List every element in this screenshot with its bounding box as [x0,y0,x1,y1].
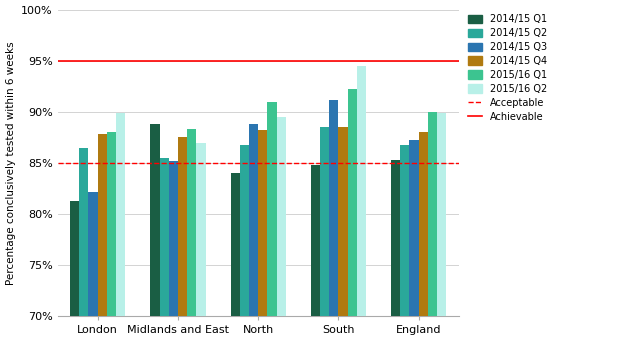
Bar [178,137,187,341]
Bar [320,127,329,341]
Bar [98,134,107,341]
Bar [116,113,125,341]
Bar [169,161,178,341]
Bar [197,143,206,341]
Y-axis label: Percentage conclusively tested within 6 weeks: Percentage conclusively tested within 6 … [6,41,16,285]
Bar [79,148,89,341]
Achievable [174,59,182,63]
Bar [89,192,98,341]
Bar [311,165,320,341]
Bar [437,113,446,341]
Bar [150,124,159,341]
Bar [339,127,348,341]
Bar [428,112,437,341]
Bar [249,124,258,341]
Bar [159,158,169,341]
Acceptable [174,161,182,165]
Legend: 2014/15 Q1, 2014/15 Q2, 2014/15 Q3, 2014/15 Q4, 2015/16 Q1, 2015/16 Q2, Acceptab: 2014/15 Q1, 2014/15 Q2, 2014/15 Q3, 2014… [467,14,547,122]
Bar [329,100,339,341]
Bar [240,145,249,341]
Achievable [94,59,102,63]
Bar [231,173,240,341]
Bar [391,160,401,341]
Bar [187,129,197,341]
Bar [277,117,286,341]
Bar [357,66,366,341]
Bar [409,140,419,341]
Bar [418,132,428,341]
Bar [70,201,79,341]
Bar [107,132,116,341]
Bar [267,102,277,341]
Bar [401,145,409,341]
Bar [258,130,267,341]
Bar [348,89,357,341]
Acceptable [94,161,102,165]
